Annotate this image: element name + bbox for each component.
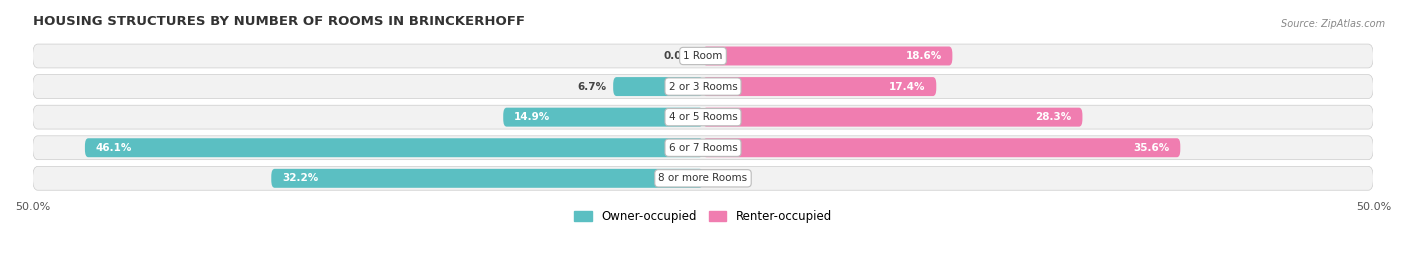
Text: 46.1%: 46.1% — [96, 143, 132, 153]
Text: 14.9%: 14.9% — [515, 112, 550, 122]
Legend: Owner-occupied, Renter-occupied: Owner-occupied, Renter-occupied — [569, 206, 837, 228]
Text: 17.4%: 17.4% — [889, 82, 925, 91]
FancyBboxPatch shape — [703, 47, 952, 65]
FancyBboxPatch shape — [84, 138, 703, 157]
Text: HOUSING STRUCTURES BY NUMBER OF ROOMS IN BRINCKERHOFF: HOUSING STRUCTURES BY NUMBER OF ROOMS IN… — [32, 15, 524, 28]
Text: 2 or 3 Rooms: 2 or 3 Rooms — [669, 82, 737, 91]
FancyBboxPatch shape — [32, 105, 1374, 129]
Text: 28.3%: 28.3% — [1035, 112, 1071, 122]
Text: 6 or 7 Rooms: 6 or 7 Rooms — [669, 143, 737, 153]
FancyBboxPatch shape — [32, 167, 1374, 190]
FancyBboxPatch shape — [32, 44, 1374, 68]
Text: 32.2%: 32.2% — [283, 173, 318, 183]
Text: 0.0%: 0.0% — [664, 51, 692, 61]
Text: 18.6%: 18.6% — [905, 51, 942, 61]
FancyBboxPatch shape — [271, 169, 703, 188]
FancyBboxPatch shape — [32, 136, 1374, 160]
FancyBboxPatch shape — [613, 77, 703, 96]
FancyBboxPatch shape — [503, 108, 703, 127]
FancyBboxPatch shape — [703, 138, 1180, 157]
Text: 6.7%: 6.7% — [578, 82, 606, 91]
Text: 0.0%: 0.0% — [714, 173, 742, 183]
Text: 35.6%: 35.6% — [1133, 143, 1170, 153]
Text: 8 or more Rooms: 8 or more Rooms — [658, 173, 748, 183]
Text: 4 or 5 Rooms: 4 or 5 Rooms — [669, 112, 737, 122]
Text: Source: ZipAtlas.com: Source: ZipAtlas.com — [1281, 19, 1385, 29]
Text: 1 Room: 1 Room — [683, 51, 723, 61]
FancyBboxPatch shape — [703, 108, 1083, 127]
FancyBboxPatch shape — [703, 77, 936, 96]
FancyBboxPatch shape — [32, 75, 1374, 98]
